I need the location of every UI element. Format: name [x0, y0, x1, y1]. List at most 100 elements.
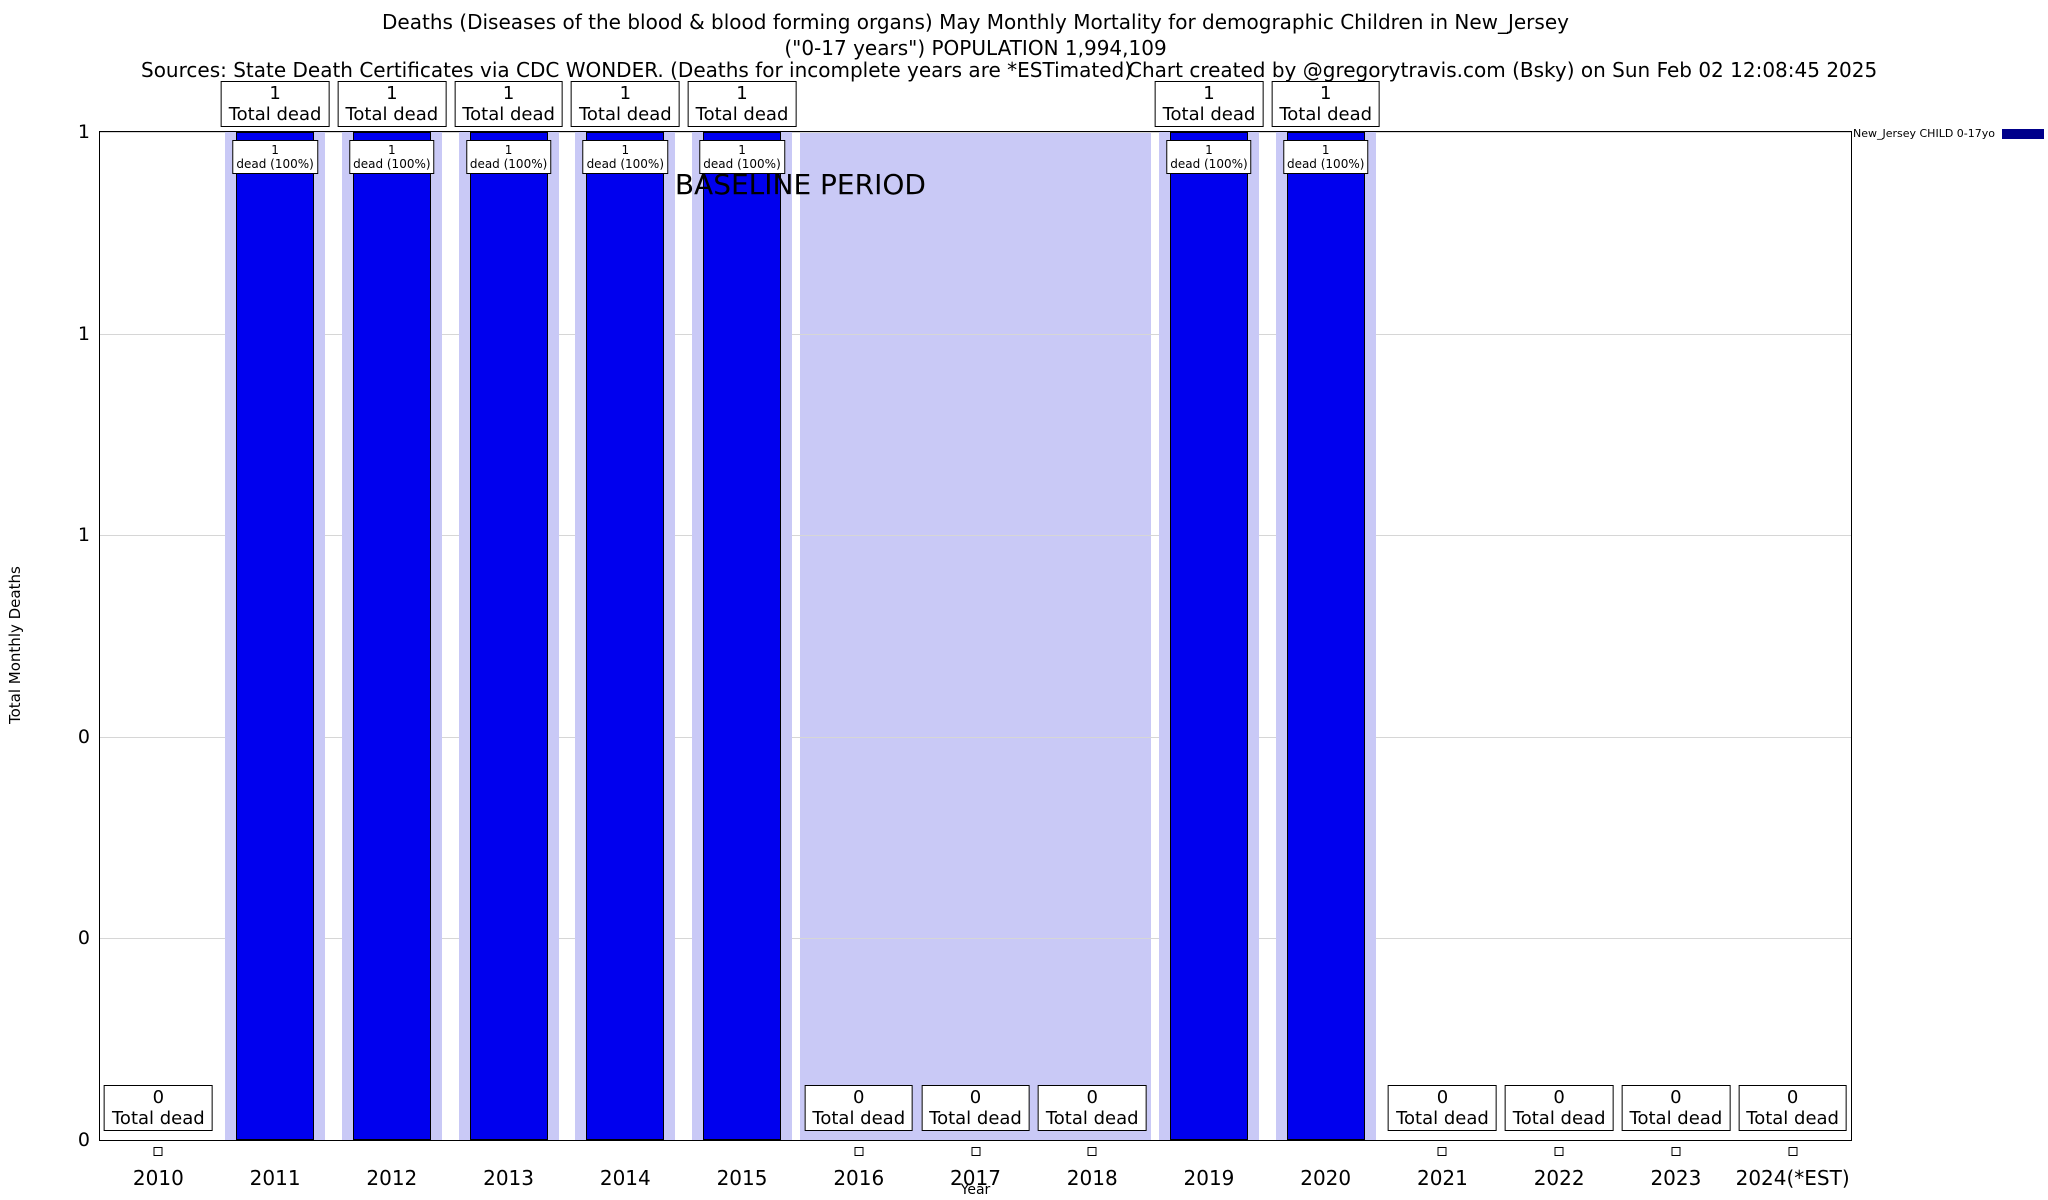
total-dead-box: 0 Total dead — [104, 1085, 213, 1131]
total-dead-count: 1 — [502, 83, 515, 104]
dead-count: 1 — [388, 143, 396, 157]
sources-note: Sources: State Death Certificates via CD… — [141, 58, 1133, 82]
dead-pct-label: dead (100%) — [236, 157, 314, 171]
total-dead-label: Total dead — [929, 1108, 1022, 1129]
total-dead-label: Total dead — [812, 1108, 906, 1129]
legend: New_Jersey CHILD 0-17yo — [1853, 127, 2044, 140]
y-tick-label: 1 — [77, 524, 90, 547]
total-dead-label: Total dead — [345, 104, 439, 125]
total-dead-count: 1 — [736, 83, 748, 104]
gridline — [100, 132, 1851, 133]
chart-title: Deaths (Diseases of the blood & blood fo… — [382, 10, 1569, 34]
dead-count: 1 — [738, 143, 746, 157]
dead-pct-label: dead (100%) — [703, 157, 781, 171]
deaths-bar — [469, 132, 548, 1140]
baseline-period-region — [800, 132, 1151, 1140]
total-dead-label: Total dead — [1512, 1108, 1606, 1129]
dead-pct-box: 1 dead (100%) — [349, 140, 435, 174]
total-dead-label: Total dead — [1396, 1108, 1489, 1129]
total-dead-box: 1 Total dead — [1154, 81, 1264, 127]
zero-value-marker — [1554, 1147, 1564, 1156]
dead-count: 1 — [1321, 143, 1330, 157]
gridline — [100, 736, 1851, 738]
total-dead-box: 0 Total dead — [1388, 1085, 1497, 1131]
dead-count: 1 — [271, 143, 279, 157]
total-dead-box: 1 Total dead — [454, 81, 563, 127]
x-tick-label: 2019 — [1183, 1166, 1235, 1190]
dead-pct-label: dead (100%) — [353, 157, 431, 171]
x-tick-label: 2014 — [599, 1166, 651, 1190]
x-tick-label: 2011 — [249, 1166, 301, 1190]
plot-area: 1 1 1 0 0 0 0 Total dead 2010 1 Total dead 1 dead (1… — [78, 81, 1852, 1190]
dead-count: 1 — [504, 143, 513, 157]
x-tick-label: 2015 — [716, 1166, 768, 1190]
deaths-bar — [1169, 132, 1248, 1140]
total-dead-count: 0 — [152, 1087, 165, 1108]
x-tick-label: 2022 — [1533, 1166, 1585, 1190]
total-dead-label: Total dead — [1162, 104, 1256, 125]
credit-note: Chart created by @gregorytravis.com (Bsk… — [1128, 58, 1878, 82]
x-tick-label: 2020 — [1300, 1166, 1352, 1190]
total-dead-box: 1 Total dead — [1271, 81, 1381, 127]
x-tick-label: 2012 — [366, 1166, 418, 1190]
zero-value-marker — [1087, 1147, 1097, 1156]
zero-value-marker — [971, 1147, 980, 1156]
dead-pct-box: 1 dead (100%) — [465, 140, 552, 174]
total-dead-box: 0 Total dead — [921, 1085, 1030, 1131]
dead-pct-label: dead (100%) — [586, 157, 665, 171]
x-tick-label: 2018 — [1066, 1166, 1118, 1190]
deaths-bar — [352, 132, 431, 1140]
dead-pct-label: dead (100%) — [469, 157, 548, 171]
dead-pct-box: 1 dead (100%) — [699, 140, 785, 174]
y-tick-label: 1 — [77, 322, 90, 345]
y-tick-label: 0 — [77, 927, 90, 950]
gridline — [100, 535, 1851, 537]
chart-subtitle: ("0-17 years") POPULATION 1,994,109 — [784, 36, 1167, 60]
total-dead-count: 0 — [853, 1087, 865, 1108]
gridline — [100, 333, 1851, 335]
dead-count: 1 — [621, 143, 630, 157]
total-dead-box: 1 Total dead — [687, 81, 797, 127]
legend-color-swatch — [2002, 128, 2044, 139]
dead-pct-box: 1 dead (100%) — [1166, 140, 1252, 174]
x-tick-label: 2024(*EST) — [1735, 1166, 1850, 1190]
x-tick-label: 2013 — [483, 1166, 535, 1190]
total-dead-count: 0 — [1670, 1087, 1682, 1108]
total-dead-label: Total dead — [1279, 104, 1373, 125]
zero-value-marker — [1671, 1147, 1681, 1156]
zero-value-marker — [1437, 1147, 1447, 1156]
total-dead-count: 0 — [969, 1087, 982, 1108]
total-dead-label: Total dead — [1045, 1108, 1139, 1129]
total-dead-box: 1 Total dead — [337, 81, 447, 127]
y-tick-label: 0 — [77, 725, 90, 748]
x-tick-label: 2023 — [1650, 1166, 1702, 1190]
total-dead-label: Total dead — [1629, 1108, 1723, 1129]
zero-value-marker — [1788, 1147, 1798, 1156]
baseline-period-label: BASELINE PERIOD — [674, 168, 926, 201]
zero-value-marker — [153, 1147, 163, 1156]
deaths-bar — [236, 132, 315, 1140]
total-dead-box: 0 Total dead — [1504, 1085, 1614, 1131]
gridline — [100, 938, 1851, 940]
total-dead-box: 0 Total dead — [804, 1085, 914, 1131]
total-dead-label: Total dead — [462, 104, 555, 125]
total-dead-count: 0 — [1436, 1087, 1449, 1108]
total-dead-box: 0 Total dead — [1037, 1085, 1147, 1131]
deaths-bar — [703, 132, 782, 1140]
total-dead-count: 1 — [619, 83, 632, 104]
total-dead-box: 0 Total dead — [1621, 1085, 1731, 1131]
total-dead-count: 0 — [1086, 1087, 1098, 1108]
x-tick-label: 2016 — [833, 1166, 885, 1190]
total-dead-count: 1 — [386, 83, 398, 104]
total-dead-count: 1 — [1203, 83, 1215, 104]
x-tick-label: 2017 — [950, 1166, 1001, 1190]
total-dead-label: Total dead — [695, 104, 789, 125]
y-tick-label: 0 — [77, 1129, 90, 1151]
y-axis-title: Total Monthly Deaths — [6, 566, 24, 724]
total-dead-box: 0 Total dead — [1738, 1085, 1847, 1131]
dead-pct-box: 1 dead (100%) — [232, 140, 318, 174]
deaths-bar — [586, 132, 665, 1140]
total-dead-label: Total dead — [1746, 1108, 1839, 1129]
total-dead-label: Total dead — [228, 104, 322, 125]
